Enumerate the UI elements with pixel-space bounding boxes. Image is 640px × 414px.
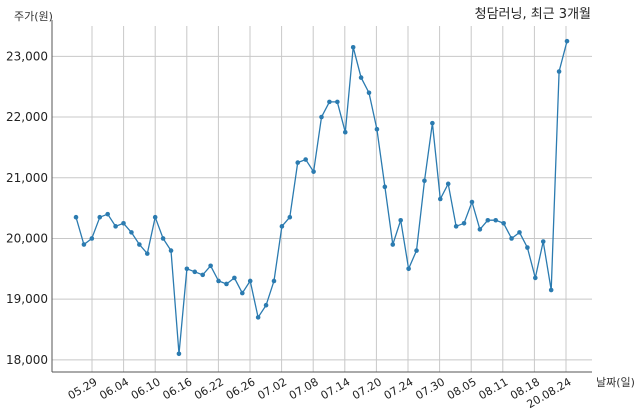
data-point — [200, 272, 206, 278]
data-point — [350, 44, 356, 50]
data-point — [430, 120, 435, 126]
x-tick-label: 06.22 — [192, 375, 226, 402]
data-point — [73, 214, 79, 220]
y-tick-label: 18,000 — [6, 353, 48, 367]
data-point — [525, 245, 530, 250]
y-tick-label: 21,000 — [6, 171, 48, 185]
x-tick-label: 07.24 — [382, 375, 416, 402]
data-point — [382, 184, 388, 190]
data-point — [240, 290, 245, 296]
x-tick-label: 07.08 — [287, 375, 321, 402]
data-point — [342, 129, 348, 135]
data-point — [422, 178, 427, 184]
y-tick-label: 19,000 — [6, 292, 48, 306]
data-point — [263, 302, 269, 308]
data-point — [184, 266, 190, 272]
data-point — [279, 224, 285, 229]
chart-title: 청담러닝, 최근 3개월 — [475, 7, 591, 22]
axes — [51, 20, 592, 373]
data-point — [540, 239, 546, 244]
y-tick-label: 22,000 — [6, 110, 48, 124]
data-point — [311, 169, 316, 174]
y-tick-label: 23,000 — [6, 49, 48, 63]
data-point — [121, 220, 126, 226]
data-point — [453, 224, 459, 229]
data-point — [445, 181, 451, 187]
series — [73, 38, 570, 357]
x-tick-label: 06.10 — [129, 375, 163, 402]
data-point — [137, 242, 142, 247]
data-point — [564, 38, 570, 44]
data-point — [517, 230, 522, 235]
x-axis-label: 날짜(일) — [596, 375, 635, 389]
x-tick-label: 07.14 — [319, 375, 353, 402]
data-point — [89, 236, 95, 241]
data-point — [81, 242, 87, 247]
data-point — [335, 99, 340, 105]
data-point — [216, 278, 221, 284]
data-point — [406, 266, 411, 272]
data-point — [398, 217, 403, 223]
y-tick-labels: 18,000 19,000 20,000 21,000 22,000 23,000 — [6, 49, 48, 367]
x-tick-labels: 05.2906.0406.1006.1606.2206.2607.0207.08… — [66, 375, 574, 411]
data-point — [113, 224, 118, 229]
data-point — [271, 278, 277, 284]
data-point — [374, 126, 380, 132]
x-tick-label: 06.26 — [224, 375, 258, 402]
data-point — [287, 214, 293, 220]
x-tick-label: 08.05 — [445, 375, 479, 402]
data-point — [105, 211, 110, 217]
data-point — [232, 275, 237, 281]
data-point — [247, 278, 253, 284]
data-point — [152, 214, 158, 220]
data-point — [192, 269, 198, 275]
data-point — [358, 75, 364, 80]
data-point — [319, 114, 324, 120]
x-tick-label: 05.29 — [66, 375, 100, 402]
data-point — [208, 263, 213, 269]
data-point — [224, 281, 229, 287]
data-point — [556, 69, 562, 74]
data-point — [168, 248, 174, 253]
data-point — [176, 351, 182, 357]
data-point — [548, 287, 554, 293]
grid — [52, 26, 592, 372]
data-point — [509, 236, 514, 241]
x-tick-label: 06.16 — [161, 375, 195, 402]
data-point — [327, 99, 332, 105]
data-point — [469, 199, 475, 205]
data-point — [461, 220, 467, 226]
data-point — [485, 217, 491, 223]
y-axis-label: 주가(원) — [14, 10, 53, 23]
data-point — [144, 251, 150, 256]
x-tick-label: 06.04 — [97, 375, 131, 402]
data-point — [477, 227, 483, 232]
data-point — [303, 157, 308, 162]
x-tick-label: 07.20 — [350, 375, 384, 402]
y-tick-label: 20,000 — [6, 231, 48, 245]
series-line — [75, 41, 568, 354]
data-point — [414, 248, 419, 253]
data-point — [160, 236, 166, 241]
data-point — [97, 214, 103, 220]
x-tick-label: 07.30 — [413, 375, 447, 402]
x-tick-label: 07.02 — [255, 375, 289, 402]
data-point — [366, 90, 372, 96]
data-point — [295, 160, 301, 165]
data-point — [390, 242, 396, 247]
data-point — [129, 230, 134, 235]
data-point — [501, 220, 506, 226]
x-tick-label: 08.11 — [477, 375, 511, 402]
data-point — [533, 275, 538, 281]
data-point — [493, 217, 499, 223]
data-point — [437, 196, 443, 202]
data-point — [255, 315, 261, 320]
